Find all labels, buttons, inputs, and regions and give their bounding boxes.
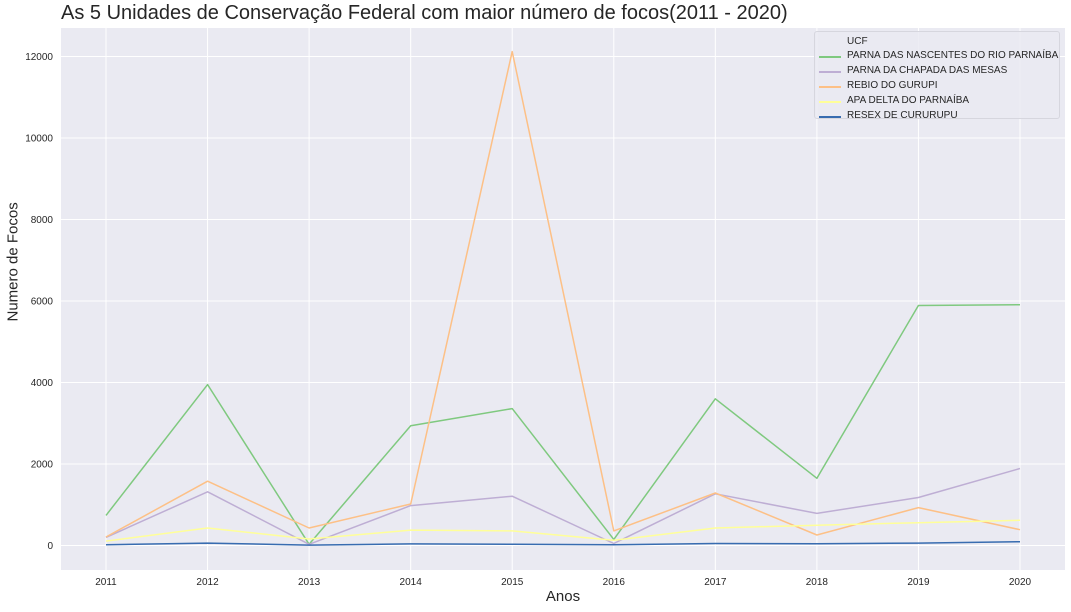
legend-item: PARNA DAS NASCENTES DO RIO PARNAÍBA — [819, 50, 1059, 64]
y-tick-label: 6000 — [31, 297, 54, 308]
legend-item: APA DELTA DO PARNAÍBA — [819, 95, 1059, 109]
y-tick-label: 2000 — [31, 460, 54, 471]
x-tick-label: 2013 — [298, 577, 321, 588]
series-line-4 — [105, 540, 1021, 546]
legend-title: UCF — [847, 36, 868, 47]
x-tick-label: 2019 — [907, 577, 930, 588]
legend-swatch — [819, 116, 841, 118]
y-axis-label: Numero de Focos — [4, 202, 22, 322]
y-tick-labels: 0 2000 4000 6000 8000 10000 12000 — [25, 52, 53, 552]
chart-title: As 5 Unidades de Conservação Federal com… — [61, 2, 788, 24]
x-tick-label: 2012 — [196, 577, 219, 588]
y-tick-label: 0 — [47, 541, 53, 552]
legend-swatch — [819, 56, 841, 58]
series-line-2 — [105, 50, 1021, 538]
y-tick-label: 12000 — [25, 52, 53, 63]
x-axis-label: Anos — [545, 588, 581, 605]
x-tick-label: 2020 — [1009, 577, 1032, 588]
legend-swatch — [819, 86, 841, 88]
legend: UCF PARNA DAS NASCENTES DO RIO PARNAÍBA P… — [814, 31, 1060, 121]
legend-item: REBIO DO GURUPI — [819, 80, 1059, 94]
legend-label: APA DELTA DO PARNAÍBA — [847, 95, 970, 106]
x-tick-labels: 2011 2012 2013 2014 2015 2016 2017 2018 2019 2020 — [95, 577, 1031, 588]
series-line-1 — [105, 467, 1021, 546]
legend-swatch — [819, 101, 841, 103]
legend-label: PARNA DAS NASCENTES DO RIO PARNAÍBA — [847, 50, 1059, 61]
legend-item: RESEX DE CURURUPU — [819, 110, 1059, 124]
x-tick-label: 2015 — [501, 577, 524, 588]
x-tick-label: 2018 — [806, 577, 829, 588]
x-tick-label: 2011 — [95, 577, 117, 588]
y-tick-label: 8000 — [31, 215, 54, 226]
y-tick-label: 4000 — [31, 378, 54, 389]
legend-label: PARNA DA CHAPADA DAS MESAS — [847, 65, 1008, 76]
x-tick-label: 2017 — [704, 577, 727, 588]
y-tick-label: 10000 — [25, 134, 53, 145]
legend-label: RESEX DE CURURUPU — [847, 110, 958, 121]
series-lines — [105, 50, 1021, 546]
grid-lines — [61, 28, 1065, 570]
legend-label: REBIO DO GURUPI — [847, 80, 938, 91]
series-line-3 — [105, 519, 1021, 542]
legend-item: PARNA DA CHAPADA DAS MESAS — [819, 65, 1059, 79]
legend-swatch — [819, 71, 841, 73]
series-line-0 — [105, 303, 1021, 546]
x-tick-label: 2016 — [603, 577, 626, 588]
x-tick-label: 2014 — [400, 577, 423, 588]
